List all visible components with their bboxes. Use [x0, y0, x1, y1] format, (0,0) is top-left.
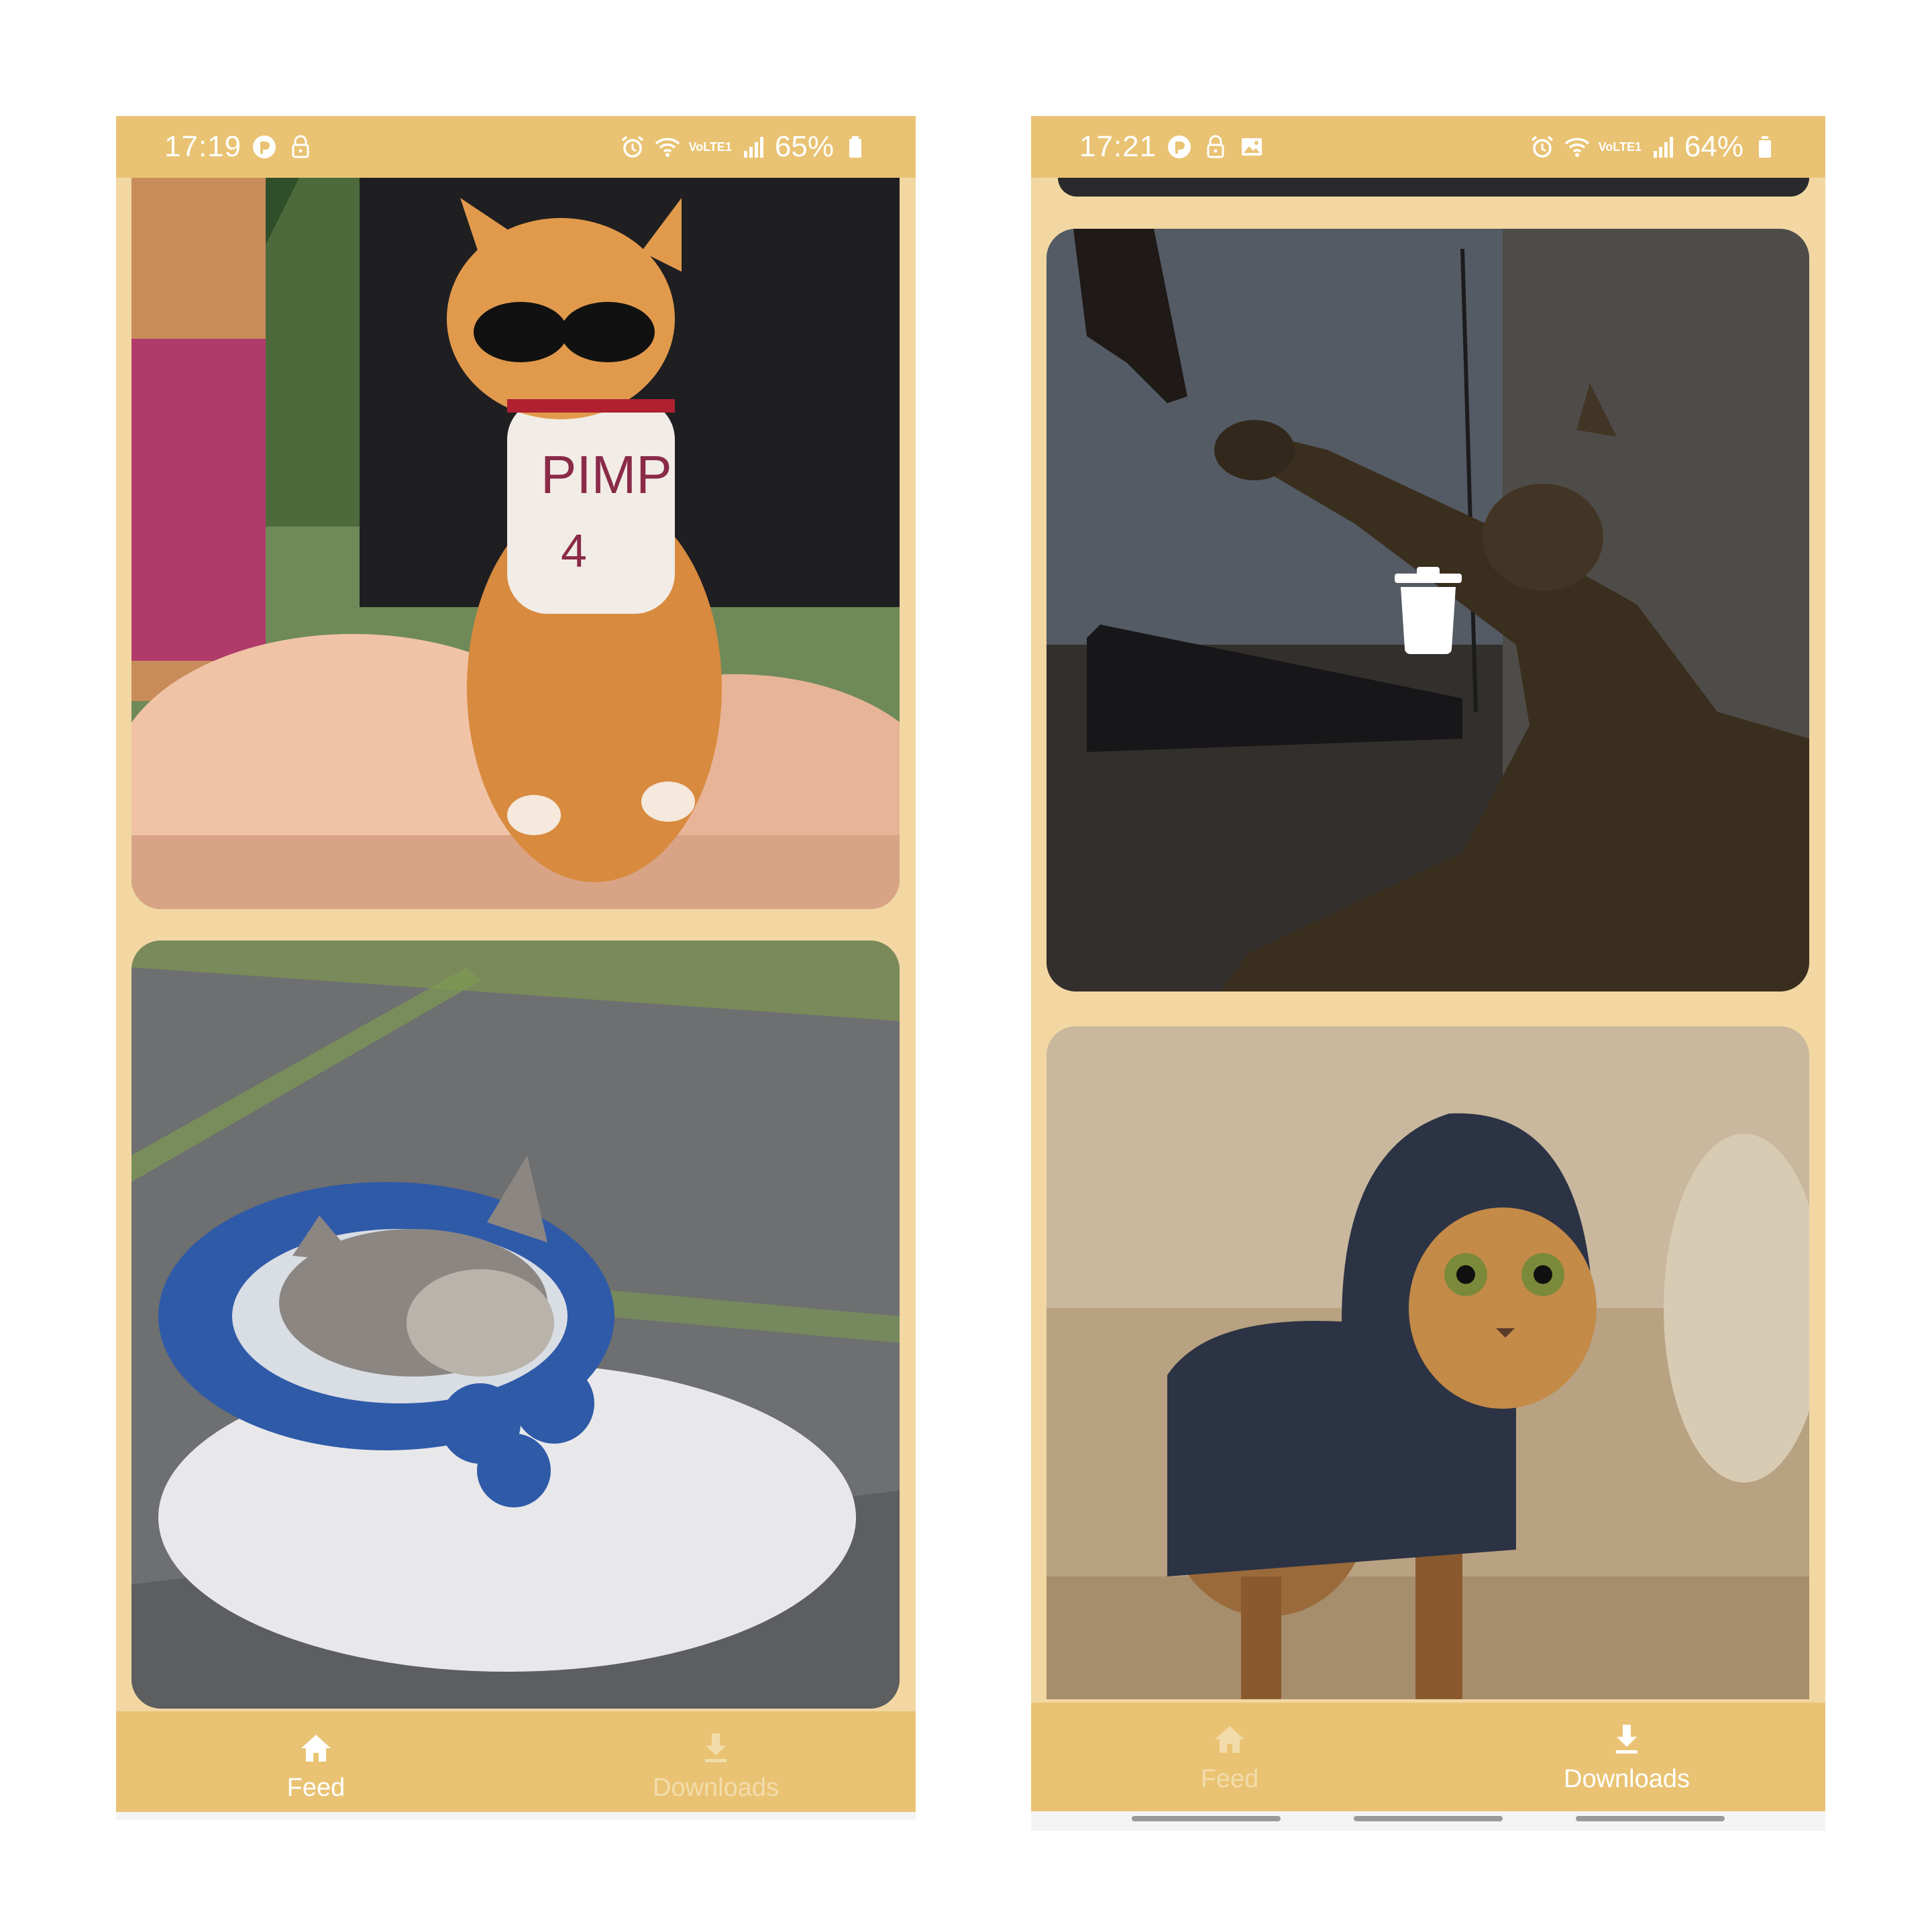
battery-icon: [1752, 133, 1778, 160]
nav-downloads-label: Downloads: [653, 1773, 779, 1802]
bottom-navigation: Feed Downloads: [116, 1711, 916, 1820]
status-time: 17:21: [1079, 130, 1157, 163]
download-card-cat-hoodie[interactable]: [1046, 1026, 1809, 1699]
svg-text:4: 4: [561, 525, 587, 577]
nav-feed-label: Feed: [286, 1773, 345, 1802]
recents-gesture-bar[interactable]: [1132, 1816, 1281, 1821]
signal-icon: [1650, 133, 1676, 160]
lock-icon: [1202, 133, 1229, 160]
status-bar: 17:19 VoLTE1 65%: [116, 116, 916, 178]
home-gesture-bar[interactable]: [1354, 1816, 1503, 1821]
cat-hoodie-image: [1046, 1026, 1809, 1699]
image-icon: [1238, 133, 1265, 160]
alarm-icon: [1529, 133, 1556, 160]
wifi-icon: [654, 133, 681, 160]
back-gesture-bar[interactable]: [1576, 1816, 1725, 1821]
svg-text:PIMP: PIMP: [541, 445, 672, 504]
download-icon: [1616, 1724, 1638, 1754]
bottom-navigation: Feed Downloads: [1031, 1703, 1825, 1811]
nav-feed[interactable]: Feed: [116, 1711, 516, 1820]
cat-sunglasses-image: PIMP 4: [131, 178, 900, 909]
feed-card-kitten-slipper[interactable]: [131, 941, 900, 1709]
home-icon: [1215, 1725, 1244, 1753]
signal-icon: [740, 133, 767, 160]
battery-icon: [842, 133, 869, 160]
feed-card-cat-sunglasses[interactable]: PIMP 4: [131, 178, 900, 909]
nav-downloads-label: Downloads: [1564, 1764, 1690, 1793]
delete-icon[interactable]: [1391, 566, 1465, 654]
lock-icon: [287, 133, 314, 160]
download-card-partial[interactable]: [1058, 178, 1809, 197]
download-card-cat-reaching[interactable]: [1046, 229, 1809, 991]
alarm-icon: [619, 133, 646, 160]
wifi-icon: [1564, 133, 1591, 160]
status-bar: 17:21 VoLTE1 64%: [1031, 116, 1825, 178]
nav-feed-label: Feed: [1200, 1764, 1259, 1793]
battery-percent: 65%: [774, 130, 834, 163]
messenger-notification-icon: [1166, 133, 1193, 160]
downloads-screen: 17:21 VoLTE1 64%: [1031, 116, 1825, 1831]
home-icon: [301, 1734, 331, 1762]
nav-feed[interactable]: Feed: [1031, 1703, 1428, 1811]
download-icon: [705, 1733, 727, 1762]
status-time: 17:19: [164, 130, 242, 163]
battery-percent: 64%: [1684, 130, 1743, 163]
cat-reaching-image: [1046, 229, 1809, 991]
nav-downloads[interactable]: Downloads: [516, 1711, 916, 1820]
nav-downloads[interactable]: Downloads: [1428, 1703, 1825, 1811]
feed-screen: 17:19 VoLTE1 65%: [116, 116, 916, 1820]
kitten-slipper-image: [131, 941, 900, 1709]
volte-indicator: VoLTE1: [1598, 140, 1642, 154]
system-nav-strip: [116, 1812, 916, 1820]
messenger-notification-icon: [251, 133, 278, 160]
volte-indicator: VoLTE1: [688, 140, 732, 154]
